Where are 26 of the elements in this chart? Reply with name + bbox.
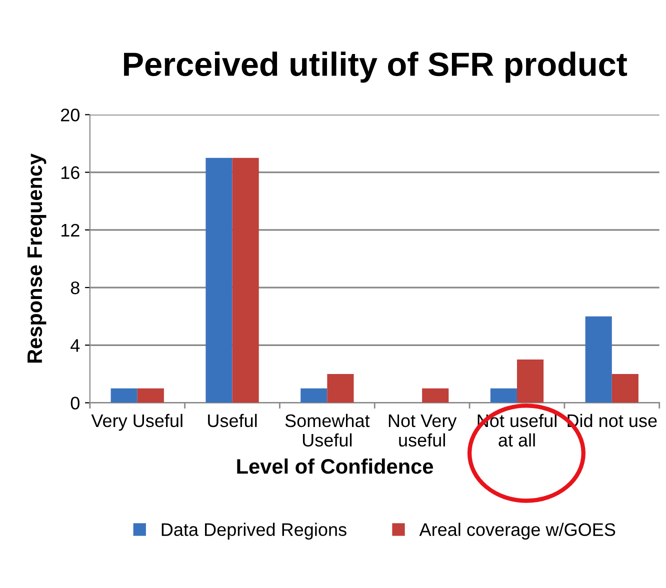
- y-tick-label: 12: [61, 224, 80, 236]
- legend-label: Areal coverage w/GOES: [419, 522, 616, 540]
- y-tick-label: 20: [61, 108, 80, 122]
- bar: [232, 158, 259, 403]
- legend-label: Data Deprived Regions: [162, 522, 346, 540]
- bar: [300, 388, 328, 403]
- bar: [612, 374, 638, 403]
- chart-title: Perceived utility of SFR product: [124, 52, 628, 83]
- x-tick-label: Very Useful: [91, 414, 182, 431]
- y-tick-label: 0: [70, 396, 80, 410]
- bar: [422, 388, 449, 403]
- x-tick-label: Somewhat Useful: [285, 414, 370, 447]
- bar: [137, 388, 164, 403]
- x-tick-label: Not Very useful: [388, 414, 457, 447]
- y-tick-label: 4: [70, 339, 80, 352]
- y-tick-label: 8: [70, 281, 80, 294]
- bar: [327, 374, 354, 403]
- y-axis-title: Response Frequency: [28, 153, 46, 363]
- bar: [110, 388, 138, 403]
- x-tick-label: Useful: [208, 414, 257, 428]
- bar: [206, 158, 232, 403]
- x-axis-title: Level of Confidence: [237, 458, 434, 474]
- bar: [490, 388, 517, 403]
- bar: [516, 360, 544, 403]
- y-tick-label: 16: [61, 166, 80, 180]
- bar: [585, 316, 612, 403]
